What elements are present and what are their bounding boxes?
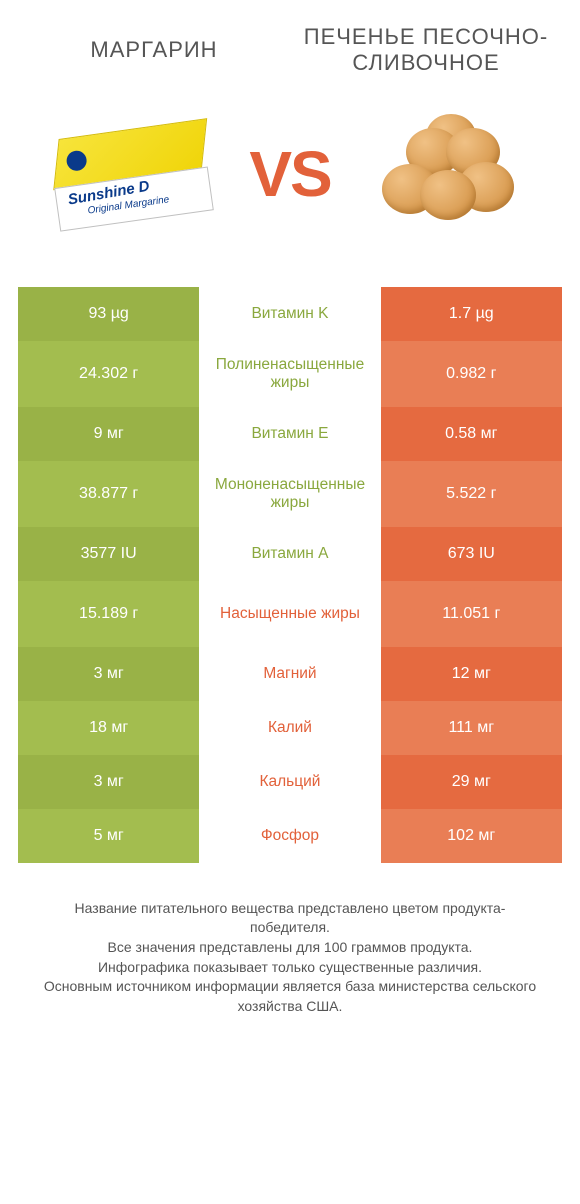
left-value: 18 мг [18,701,199,755]
left-value: 93 µg [18,287,199,341]
left-value: 15.189 г [18,581,199,647]
titles-row: МАРГАРИН ПЕЧЕНЬЕ ПЕСОЧНО-СЛИВОЧНОЕ [18,24,562,77]
table-row: 18 мгКалий111 мг [18,701,562,755]
right-value: 29 мг [381,755,562,809]
table-row: 93 µgВитамин K1.7 µg [18,287,562,341]
footer-notes: Название питательного вещества представл… [18,863,562,1017]
right-value: 0.982 г [381,341,562,407]
table-row: 24.302 гПолиненасыщенные жиры0.982 г [18,341,562,407]
footer-line-4: Основным источником информации является … [36,977,544,1016]
vs-text: VS [241,137,338,211]
left-value: 24.302 г [18,341,199,407]
cookies-illustration [372,114,522,234]
left-title: МАРГАРИН [18,37,290,63]
left-image: Sunshine D Original Margarine [24,89,241,259]
right-value: 1.7 µg [381,287,562,341]
nutrient-label: Магний [199,647,380,701]
footer-line-2: Все значения представлены для 100 граммо… [36,938,544,958]
right-title: ПЕЧЕНЬЕ ПЕСОЧНО-СЛИВОЧНОЕ [290,24,562,77]
table-row: 38.877 гМононенасыщенные жиры5.522 г [18,461,562,527]
table-row: 9 мгВитамин E0.58 мг [18,407,562,461]
right-value: 0.58 мг [381,407,562,461]
table-row: 5 мгФосфор102 мг [18,809,562,863]
table-row: 3 мгКальций29 мг [18,755,562,809]
left-value: 9 мг [18,407,199,461]
nutrient-label: Мононенасыщенные жиры [199,461,380,527]
nutrient-label: Насыщенные жиры [199,581,380,647]
right-value: 111 мг [381,701,562,755]
right-value: 5.522 г [381,461,562,527]
nutrient-label: Витамин E [199,407,380,461]
nutrient-label: Калий [199,701,380,755]
margarine-illustration: Sunshine D Original Margarine [47,118,218,229]
right-value: 102 мг [381,809,562,863]
table-row: 3577 IUВитамин A673 IU [18,527,562,581]
right-value: 11.051 г [381,581,562,647]
comparison-table: 93 µgВитамин K1.7 µg24.302 гПолиненасыще… [18,287,562,863]
footer-line-1: Название питательного вещества представл… [36,899,544,938]
right-value: 12 мг [381,647,562,701]
left-value: 3 мг [18,755,199,809]
footer-line-3: Инфографика показывает только существенн… [36,958,544,978]
images-row: Sunshine D Original Margarine VS [18,89,562,259]
nutrient-label: Витамин K [199,287,380,341]
left-value: 3 мг [18,647,199,701]
nutrient-label: Фосфор [199,809,380,863]
left-value: 5 мг [18,809,199,863]
left-value: 3577 IU [18,527,199,581]
left-value: 38.877 г [18,461,199,527]
right-image [339,89,556,259]
right-value: 673 IU [381,527,562,581]
table-row: 15.189 гНасыщенные жиры11.051 г [18,581,562,647]
nutrient-label: Кальций [199,755,380,809]
nutrient-label: Полиненасыщенные жиры [199,341,380,407]
table-row: 3 мгМагний12 мг [18,647,562,701]
nutrient-label: Витамин A [199,527,380,581]
